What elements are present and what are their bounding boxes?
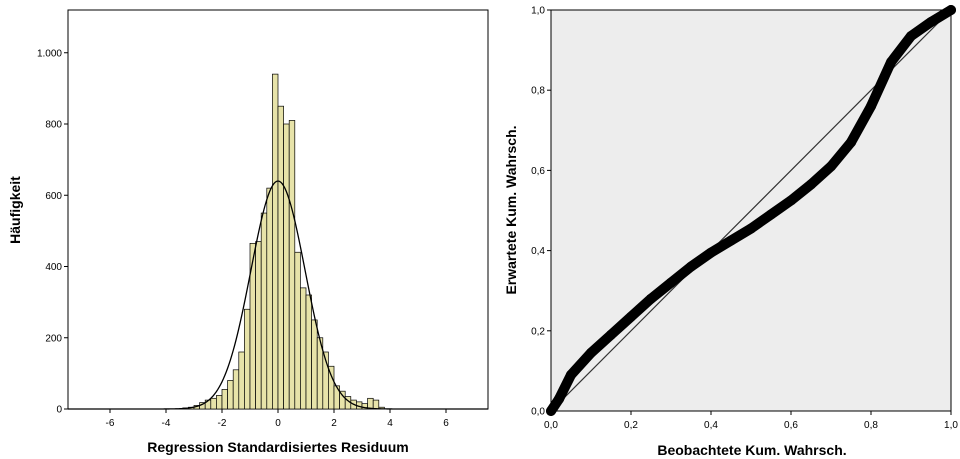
histogram-x-tick-label: 4 xyxy=(387,418,393,429)
histogram-bar xyxy=(232,369,240,410)
histogram-x-ticks: -6 -4 -2 0 2 4 6 xyxy=(106,409,449,429)
histogram-y-ticks: 0 200 400 600 800 1.000 xyxy=(37,48,68,416)
pp-x-ticks: 0,0 0,2 0,4 0,6 0,8 1,0 xyxy=(544,411,958,431)
histogram-bars xyxy=(182,73,385,410)
pp-point xyxy=(886,57,896,68)
pp-point xyxy=(826,161,836,172)
histogram-bar xyxy=(238,351,245,410)
histogram-bar xyxy=(272,73,279,410)
histogram-bar xyxy=(305,294,312,410)
pp-x-tick-label: 1,0 xyxy=(944,420,958,431)
histogram-y-tick-label: 800 xyxy=(45,120,62,131)
pp-point xyxy=(926,17,936,28)
pp-point xyxy=(626,311,636,322)
histogram-bar xyxy=(216,395,223,410)
pp-y-tick-label: 0,6 xyxy=(531,166,545,177)
histogram-bar xyxy=(221,389,228,410)
pp-point xyxy=(646,293,656,304)
histogram-x-tick-label: -6 xyxy=(106,418,115,429)
pp-y-tick-label: 0,4 xyxy=(531,246,545,257)
histogram-panel: -6 -4 -2 0 2 4 6 0 200 400 600 800 1.000 Regression… xyxy=(7,9,489,455)
histogram-bar xyxy=(300,287,307,410)
histogram-bar xyxy=(277,105,284,410)
pp-x-tick-label: 0,2 xyxy=(624,420,638,431)
pp-points xyxy=(546,5,956,416)
histogram-bar xyxy=(311,319,318,410)
histogram-bar xyxy=(328,365,335,410)
pp-x-tick-label: 0,6 xyxy=(784,420,798,431)
pp-plot-panel: 0,0 0,2 0,4 0,6 0,8 1,0 0,0 0,2 0,4 0,6 0,8 1,0 Be… xyxy=(503,5,958,458)
histogram-x-axis-label: Regression Standardisiertes Residuum xyxy=(147,439,408,455)
histogram-y-tick-label: 600 xyxy=(45,191,62,202)
pp-point xyxy=(786,195,796,206)
pp-y-tick-label: 0,0 xyxy=(531,407,545,418)
histogram-y-tick-label: 1.000 xyxy=(37,48,62,59)
pp-point xyxy=(906,31,916,42)
histogram-x-tick-label: 6 xyxy=(443,418,449,429)
pp-observed-curve xyxy=(546,5,956,416)
histogram-y-axis-label: Häufigkeit xyxy=(7,176,23,244)
histogram-bar xyxy=(288,120,296,410)
histogram-x-tick-label: 0 xyxy=(275,418,281,429)
pp-x-tick-label: 0,8 xyxy=(864,420,878,431)
pp-point xyxy=(766,209,776,220)
histogram-y-tick-label: 200 xyxy=(45,333,62,344)
pp-y-axis-label: Erwartete Kum. Wahrsch. xyxy=(503,125,519,294)
pp-point xyxy=(566,369,576,380)
histogram-y-tick-label: 400 xyxy=(45,262,62,273)
histogram-y-tick-label: 0 xyxy=(56,405,62,416)
pp-y-ticks: 0,0 0,2 0,4 0,6 0,8 1,0 xyxy=(531,6,551,418)
histogram-bar xyxy=(294,251,301,410)
pp-point xyxy=(706,247,716,258)
histogram-bar xyxy=(255,241,262,410)
histogram-bar xyxy=(367,397,374,410)
histogram-bar xyxy=(372,399,380,410)
pp-point xyxy=(554,393,564,404)
pp-point xyxy=(686,261,696,272)
normal-distribution-curve xyxy=(68,180,488,410)
histogram-bar xyxy=(210,397,217,410)
pp-y-tick-label: 0,8 xyxy=(531,86,545,97)
pp-point xyxy=(666,277,676,288)
pp-x-tick-label: 0,0 xyxy=(544,420,558,431)
pp-x-tick-label: 0,4 xyxy=(704,420,718,431)
histogram-x-tick-label: -2 xyxy=(218,418,227,429)
pp-point xyxy=(606,329,616,340)
pp-point xyxy=(586,347,596,358)
pp-point xyxy=(806,179,816,190)
histogram-x-tick-label: 2 xyxy=(331,418,337,429)
pp-point xyxy=(866,101,876,112)
histogram-bar xyxy=(260,212,268,410)
pp-point xyxy=(946,5,956,15)
pp-point xyxy=(726,235,736,246)
histogram-x-tick-label: -4 xyxy=(162,418,171,429)
pp-x-axis-label: Beobachtete Kum. Wahrsch. xyxy=(657,442,846,458)
histogram-bar xyxy=(283,123,290,410)
pp-point xyxy=(746,223,756,234)
pp-y-tick-label: 0,2 xyxy=(531,326,545,337)
histogram-bar xyxy=(227,380,234,410)
histogram-bar xyxy=(266,187,273,410)
histogram-bar xyxy=(244,308,251,410)
pp-point xyxy=(846,137,856,148)
pp-y-tick-label: 1,0 xyxy=(531,6,545,17)
